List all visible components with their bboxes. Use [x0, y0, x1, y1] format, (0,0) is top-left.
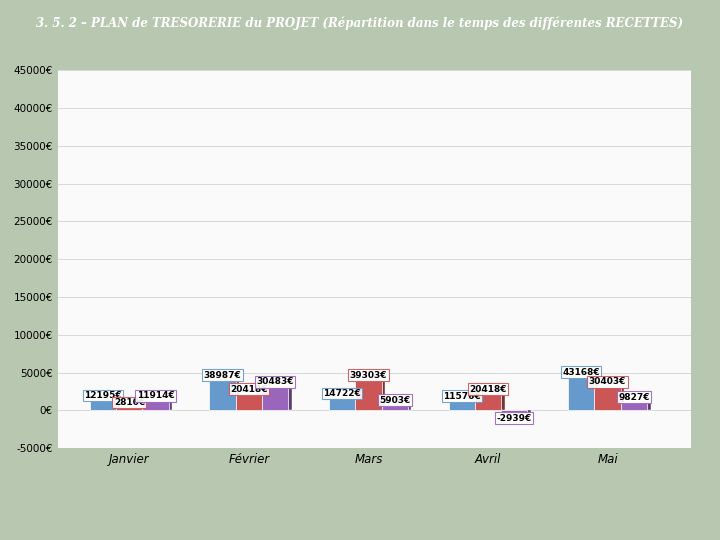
Polygon shape: [474, 402, 478, 410]
Polygon shape: [143, 408, 146, 410]
Polygon shape: [116, 401, 120, 410]
Text: 3. 5. 2 – PLAN de TRESORERIE du PROJET (Répartition dans le temps des différente: 3. 5. 2 – PLAN de TRESORERIE du PROJET (…: [37, 16, 683, 30]
Polygon shape: [501, 395, 505, 410]
Polygon shape: [408, 406, 411, 410]
Text: 5903€: 5903€: [379, 396, 410, 405]
Bar: [90, 401, 116, 410]
Text: 9827€: 9827€: [618, 393, 649, 402]
Bar: [621, 403, 647, 410]
Polygon shape: [235, 381, 239, 410]
Bar: [568, 378, 595, 410]
Text: 20418€: 20418€: [230, 385, 268, 394]
Text: 12195€: 12195€: [84, 391, 122, 400]
Polygon shape: [595, 378, 598, 410]
Text: 14722€: 14722€: [323, 389, 361, 398]
Bar: [210, 381, 235, 410]
Text: 30483€: 30483€: [256, 377, 294, 386]
Bar: [382, 406, 408, 410]
Text: 11914€: 11914€: [137, 392, 174, 400]
Bar: [143, 401, 168, 410]
Text: 11576€: 11576€: [443, 392, 480, 401]
Text: 30403€: 30403€: [589, 377, 626, 386]
Polygon shape: [168, 401, 172, 410]
Bar: [235, 395, 262, 410]
Text: 39303€: 39303€: [350, 370, 387, 380]
Polygon shape: [528, 410, 531, 413]
Text: -2939€: -2939€: [497, 414, 532, 423]
Bar: [595, 387, 621, 410]
Bar: [501, 410, 528, 413]
Bar: [355, 381, 382, 410]
Polygon shape: [621, 387, 624, 410]
Bar: [262, 387, 288, 410]
Text: 43168€: 43168€: [562, 368, 600, 376]
Text: 20418€: 20418€: [469, 385, 507, 394]
Bar: [474, 395, 501, 410]
Bar: [116, 408, 143, 410]
Polygon shape: [382, 381, 385, 410]
Text: 38987€: 38987€: [204, 371, 241, 380]
Bar: [449, 402, 474, 410]
Polygon shape: [355, 399, 359, 410]
Polygon shape: [288, 387, 292, 410]
Text: 2810€: 2810€: [114, 398, 145, 407]
Polygon shape: [647, 403, 651, 410]
Bar: [329, 399, 355, 410]
Polygon shape: [262, 395, 266, 410]
